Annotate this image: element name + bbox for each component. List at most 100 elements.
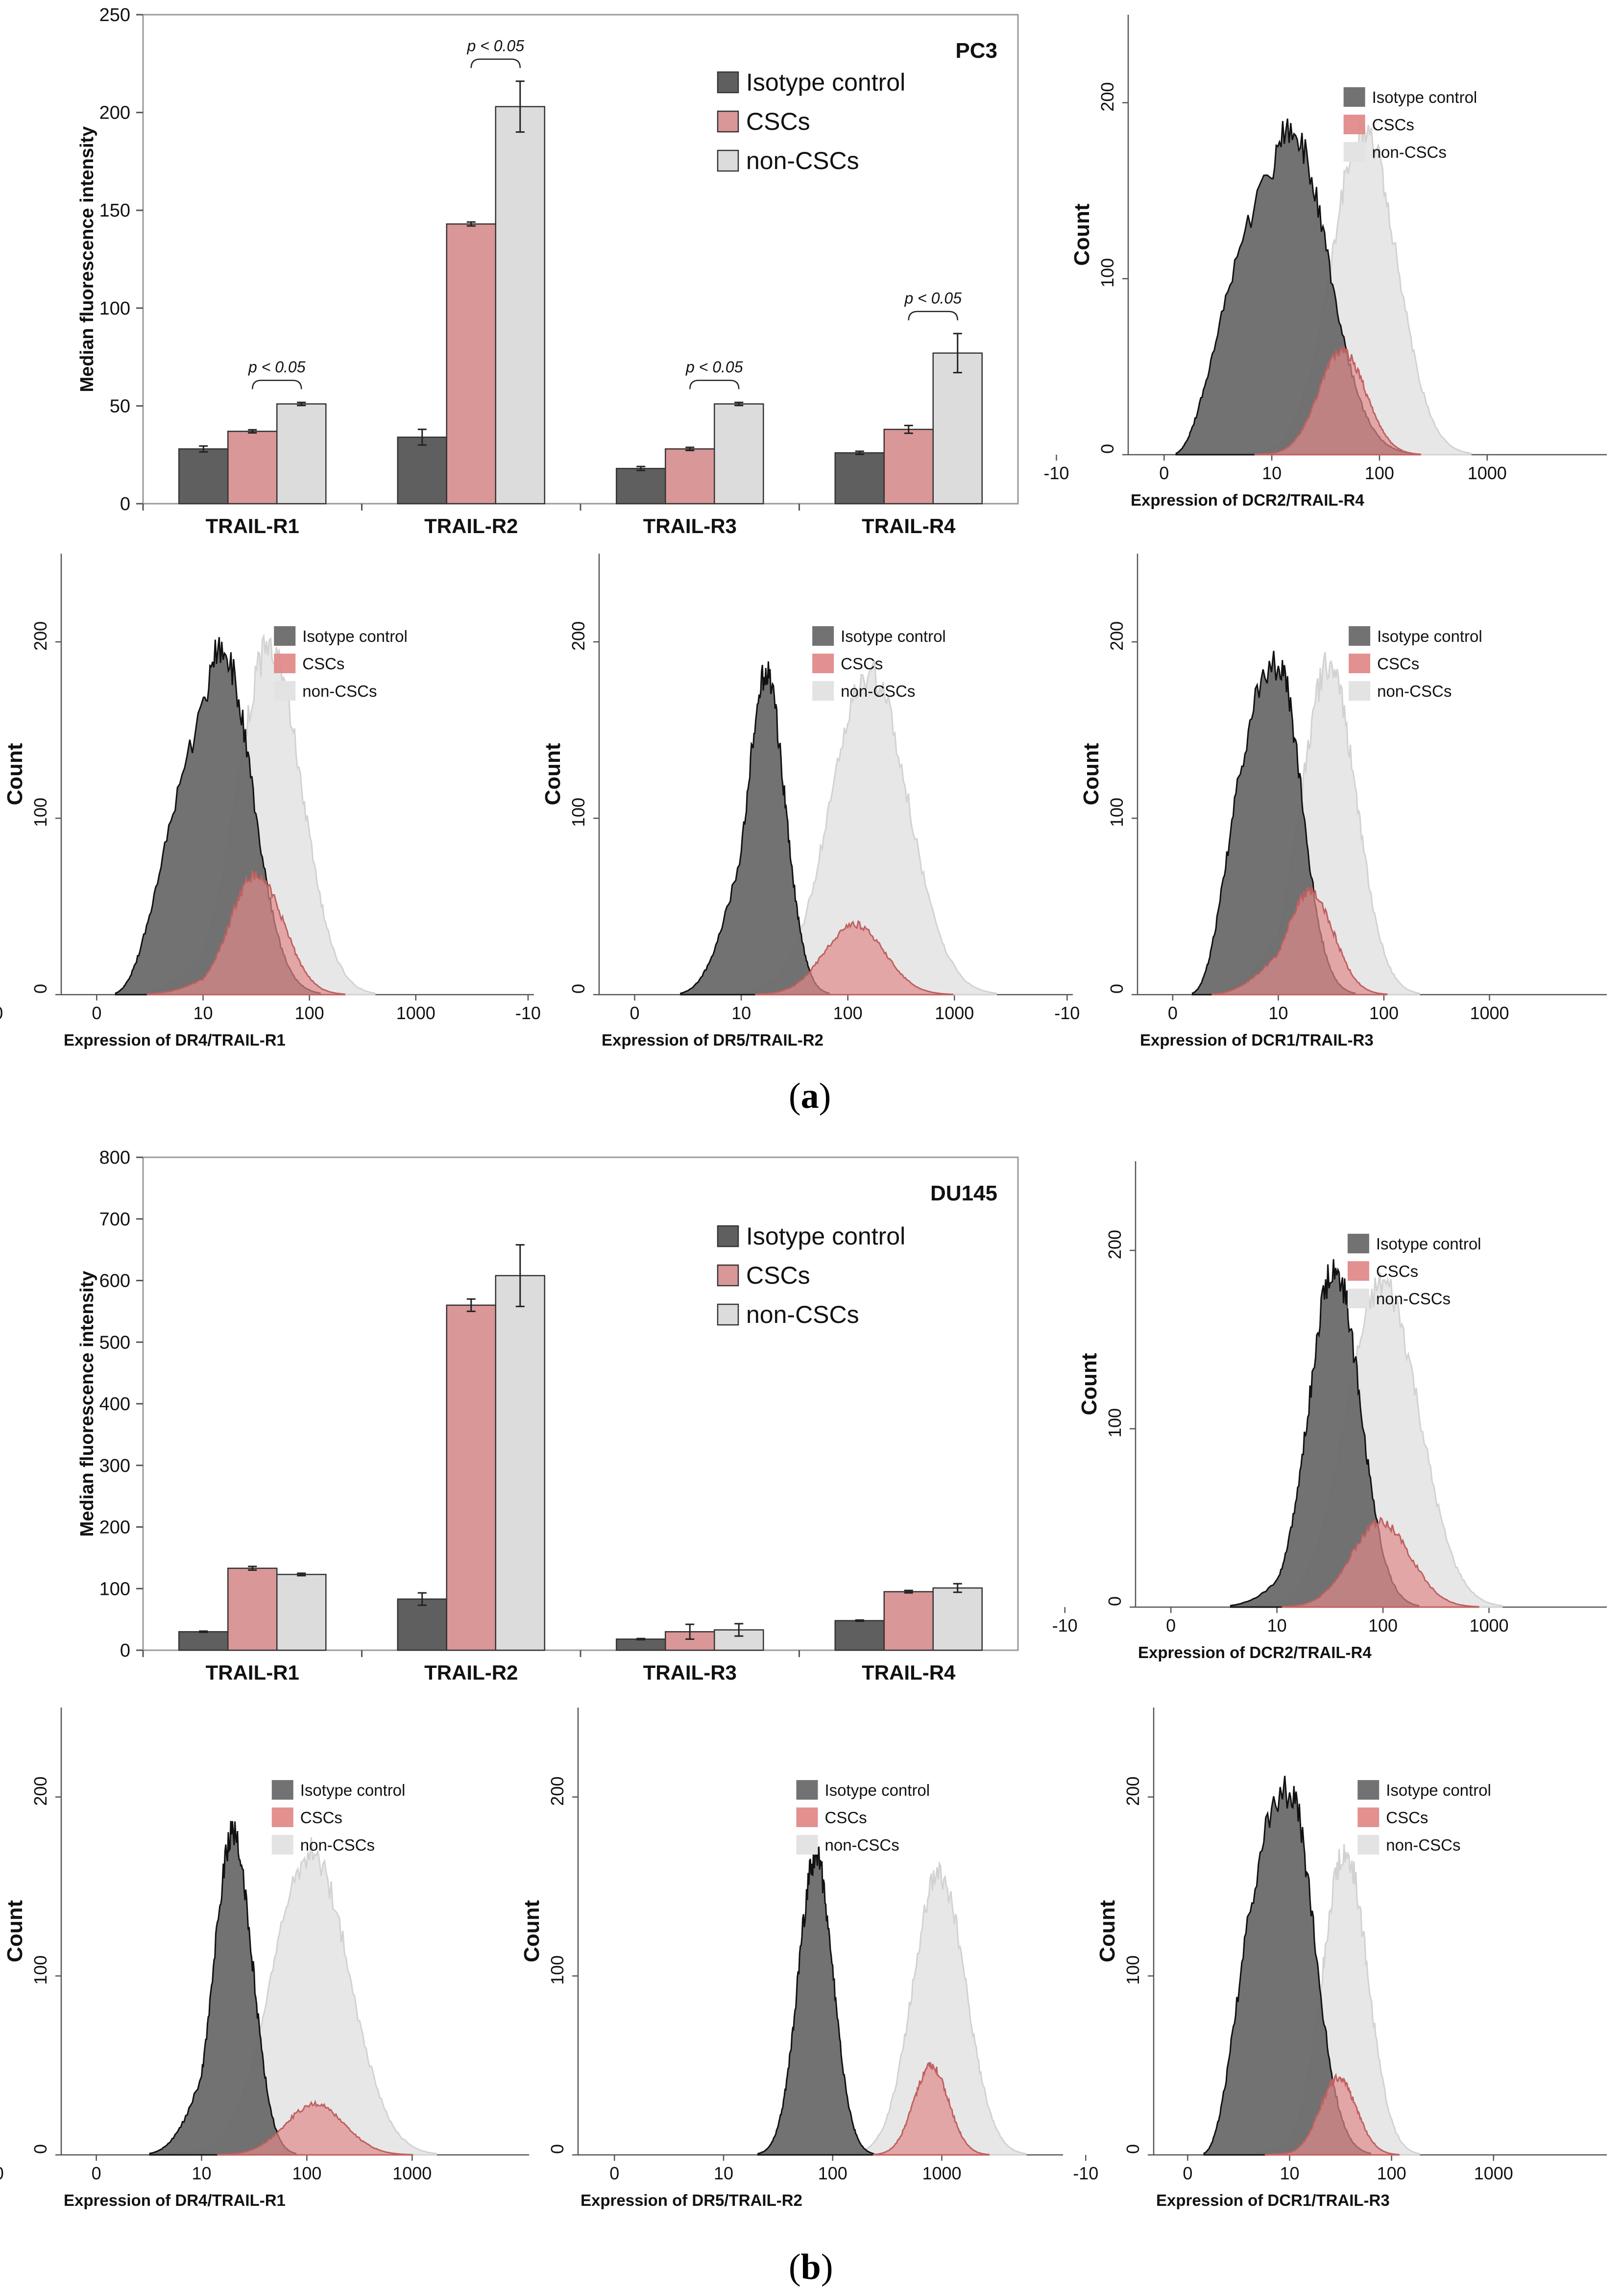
x-tick-label: -10 bbox=[515, 1003, 541, 1023]
x-tick-label: 0 bbox=[609, 2163, 619, 2183]
y-tick-label: 100 bbox=[547, 1955, 567, 1985]
x-tick-label: -10 bbox=[1054, 1003, 1080, 1023]
pc3_bar-chart: 0 50 100 150 200 250 Median fluorescence inten… bbox=[77, 5, 1019, 537]
legend-label: CSCs bbox=[841, 655, 883, 673]
histogram-isotype-control bbox=[149, 1821, 297, 2156]
du145_bar-chart: 0 100 200 300 400 500 600 700 800 Median fluoresc… bbox=[77, 1148, 1019, 1684]
y-tick-label: 200 bbox=[30, 621, 50, 651]
x-tick-label: 1000 bbox=[922, 2163, 961, 2183]
legend-label: CSCs bbox=[302, 655, 344, 673]
legend-label: CSCs bbox=[1372, 116, 1414, 134]
bar bbox=[276, 1574, 327, 1651]
y-tick-label: 0 bbox=[568, 984, 588, 994]
y-tick-label: 0 bbox=[120, 494, 130, 514]
legend-label: CSCs bbox=[1386, 1808, 1428, 1827]
legend-label: non-CSCs bbox=[1376, 1290, 1451, 1308]
bar bbox=[932, 352, 983, 505]
du145_dcr2-chart: 0 100 200 Count -10 0 10 100 1000 Expression of D… bbox=[1052, 1161, 1607, 1661]
x-tick-label: 100 bbox=[833, 1003, 863, 1023]
y-tick-label: 200 bbox=[1107, 621, 1127, 651]
histogram-cscs bbox=[1264, 2073, 1400, 2156]
bar bbox=[616, 1638, 666, 1651]
y-axis-title: Count bbox=[3, 1900, 27, 1962]
x-tick-label: -10 bbox=[1043, 463, 1069, 483]
y-tick-label: 50 bbox=[110, 396, 130, 416]
legend-swatch bbox=[271, 1780, 293, 1800]
x-tick-label: 0 bbox=[92, 2163, 101, 2183]
x-tick-label: 1000 bbox=[1470, 1003, 1509, 1023]
category-label: TRAIL-R4 bbox=[862, 514, 956, 537]
legend-label: non-CSCs bbox=[746, 1301, 859, 1328]
y-tick-label: 300 bbox=[99, 1456, 130, 1476]
category-label: TRAIL-R2 bbox=[424, 1661, 518, 1684]
x-tick-label: 1000 bbox=[1469, 1615, 1508, 1636]
x-axis-title: Expression of DR4/TRAIL-R1 bbox=[64, 2191, 286, 2209]
legend-swatch bbox=[812, 654, 834, 673]
x-tick-label: 100 bbox=[1377, 2163, 1406, 2183]
bar bbox=[397, 437, 447, 505]
legend-swatch bbox=[1347, 1234, 1369, 1253]
pc3_dr4-chart: 0 100 200 Count -10 0 10 100 1000 Expression of D… bbox=[0, 554, 534, 1049]
y-tick-label: 100 bbox=[1097, 258, 1117, 288]
y-tick-label: 150 bbox=[99, 200, 130, 221]
histogram-cscs bbox=[1254, 346, 1421, 456]
legend-label: non-CSCs bbox=[302, 682, 377, 700]
y-tick-label: 0 bbox=[1123, 2144, 1143, 2154]
significance-bracket bbox=[908, 311, 958, 320]
x-tick-label: 10 bbox=[731, 1003, 751, 1023]
p-value-label: p < 0.05 bbox=[685, 358, 743, 376]
p-value-label: p < 0.05 bbox=[466, 37, 524, 55]
category-label: TRAIL-R2 bbox=[424, 514, 518, 537]
bar bbox=[276, 403, 327, 505]
x-axis-title: Expression of DR5/TRAIL-R2 bbox=[581, 2191, 802, 2209]
bar bbox=[665, 448, 715, 505]
x-tick-label: 10 bbox=[192, 2163, 211, 2183]
x-tick-label: 0 bbox=[630, 1003, 640, 1023]
legend-swatch bbox=[271, 1807, 293, 1827]
panel-b-label: (b) bbox=[789, 2247, 833, 2287]
x-tick-label: 1000 bbox=[396, 1003, 436, 1023]
y-axis-title: Count bbox=[1070, 203, 1094, 266]
x-tick-label: 10 bbox=[1262, 463, 1282, 483]
y-tick-label: 200 bbox=[30, 1777, 50, 1806]
y-tick-label: 0 bbox=[1107, 984, 1127, 994]
y-tick-label: 100 bbox=[1107, 798, 1127, 827]
pc3_dcr2-chart: 0 100 200 Count -10 0 10 100 1000 Expression of D… bbox=[1043, 15, 1607, 509]
legend-swatch bbox=[1347, 1261, 1369, 1281]
y-tick-label: 200 bbox=[547, 1777, 567, 1806]
legend-swatch bbox=[796, 1780, 818, 1800]
legend-label: Isotype control bbox=[746, 1222, 905, 1250]
bar bbox=[178, 448, 229, 505]
pc3_dcr1-chart: 0 100 200 Count -10 0 10 100 1000 Expression of D… bbox=[1054, 554, 1607, 1049]
legend-label: CSCs bbox=[746, 108, 810, 135]
histogram-cscs bbox=[146, 869, 345, 996]
y-tick-label: 200 bbox=[568, 621, 588, 651]
significance-bracket bbox=[252, 379, 302, 390]
legend-swatch bbox=[1357, 1835, 1380, 1855]
histogram-non-cscs bbox=[852, 1861, 1027, 2156]
du145_dr5-chart: 0 100 200 Count 0 10 100 1000 Expression of DR5/… bbox=[520, 1708, 1063, 2209]
x-tick-label: -10 bbox=[1073, 2163, 1098, 2183]
legend-swatch bbox=[1357, 1780, 1380, 1800]
y-tick-label: 200 bbox=[99, 1517, 130, 1538]
x-tick-label: 1000 bbox=[1474, 2163, 1513, 2183]
legend-swatch bbox=[1357, 1807, 1380, 1827]
legend-label: CSCs bbox=[746, 1262, 810, 1289]
bar bbox=[495, 1275, 545, 1651]
bar bbox=[834, 1620, 885, 1651]
legend-label: Isotype control bbox=[302, 627, 408, 645]
legend-label: non-CSCs bbox=[841, 682, 915, 700]
x-tick-label: 10 bbox=[1280, 2163, 1299, 2183]
p-value-label: p < 0.05 bbox=[904, 290, 962, 307]
x-tick-label: 0 bbox=[1166, 1615, 1176, 1636]
legend-label: non-CSCs bbox=[300, 1836, 375, 1854]
x-tick-label: 10 bbox=[1267, 1615, 1287, 1636]
legend-swatch bbox=[274, 681, 296, 701]
panel-a-letter: a bbox=[800, 1076, 819, 1116]
legend-label: CSCs bbox=[825, 1808, 867, 1827]
bar bbox=[616, 467, 666, 505]
y-axis-title: Count bbox=[520, 1900, 544, 1962]
y-axis-title: Count bbox=[1077, 1353, 1101, 1415]
legend-label: Isotype control bbox=[300, 1781, 406, 1799]
y-tick-label: 200 bbox=[1097, 82, 1117, 112]
